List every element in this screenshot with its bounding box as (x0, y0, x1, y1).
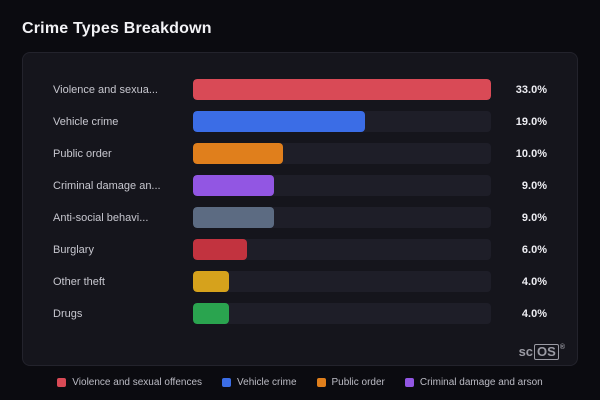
bar-row: Anti-social behavi... 9.0% (53, 207, 547, 228)
legend-item[interactable]: Vehicle crime (222, 377, 297, 388)
bar-segment[interactable] (193, 239, 248, 260)
legend-swatch (404, 378, 414, 387)
value-label: 33.0% (515, 83, 547, 96)
value-label: 4.0% (521, 275, 547, 288)
bar-track (193, 271, 491, 292)
page-title: Crime Types Breakdown (22, 20, 212, 37)
chart-card: Violence and sexua... 33.0% Vehicle crim… (22, 52, 578, 366)
bar-row: Violence and sexua... 33.0% (53, 79, 547, 100)
category-label: Burglary (53, 243, 94, 256)
legend-swatch (222, 378, 232, 387)
bar-row: Drugs 4.0% (53, 303, 547, 324)
scos-logo: sc OS ® (518, 343, 565, 360)
bar-row: Other theft 4.0% (53, 271, 547, 292)
category-label: Vehicle crime (53, 115, 119, 128)
bar-track (193, 207, 491, 228)
bar-segment[interactable] (193, 175, 275, 196)
logo-prefix: sc (518, 344, 534, 360)
bar-track (193, 239, 491, 260)
bar-segment[interactable] (193, 143, 284, 164)
category-label: Anti-social behavi... (53, 211, 149, 224)
value-label: 4.0% (521, 307, 547, 320)
value-label: 9.0% (521, 211, 547, 224)
registered-mark: ® (559, 343, 565, 351)
bar-track (193, 143, 491, 164)
bar-chart: Violence and sexua... 33.0% Vehicle crim… (53, 79, 547, 324)
category-label: Criminal damage an... (53, 179, 161, 192)
legend-label: Public order (331, 377, 385, 388)
bar-segment[interactable] (193, 79, 491, 100)
legend-swatch (316, 378, 326, 387)
category-label: Drugs (53, 307, 83, 320)
legend-item[interactable]: Public order (316, 377, 385, 388)
bar-track (193, 111, 491, 132)
bar-track (193, 79, 491, 100)
value-label: 6.0% (521, 243, 547, 256)
bar-row: Burglary 6.0% (53, 239, 547, 260)
category-label: Public order (53, 147, 112, 160)
value-label: 9.0% (521, 179, 547, 192)
bar-track (193, 303, 491, 324)
legend-label: Vehicle crime (237, 377, 297, 388)
value-label: 10.0% (515, 147, 547, 160)
bar-track (193, 175, 491, 196)
category-label: Other theft (53, 275, 105, 288)
legend-item[interactable]: Criminal damage and arson (404, 377, 543, 388)
value-label: 19.0% (515, 115, 547, 128)
category-label: Violence and sexua... (53, 83, 158, 96)
legend-label: Violence and sexual offences (72, 377, 203, 388)
bar-row: Public order 10.0% (53, 143, 547, 164)
logo-box: OS (534, 343, 559, 360)
legend-label: Criminal damage and arson (419, 377, 543, 388)
chart-legend: Violence and sexual offences Vehicle cri… (0, 377, 600, 388)
bar-segment[interactable] (193, 207, 275, 228)
bar-segment[interactable] (193, 111, 365, 132)
bar-row: Vehicle crime 19.0% (53, 111, 547, 132)
legend-item[interactable]: Violence and sexual offences (57, 377, 202, 388)
bar-row: Criminal damage an... 9.0% (53, 175, 547, 196)
legend-swatch (57, 378, 67, 387)
bar-segment[interactable] (193, 303, 230, 324)
bar-segment[interactable] (193, 271, 230, 292)
